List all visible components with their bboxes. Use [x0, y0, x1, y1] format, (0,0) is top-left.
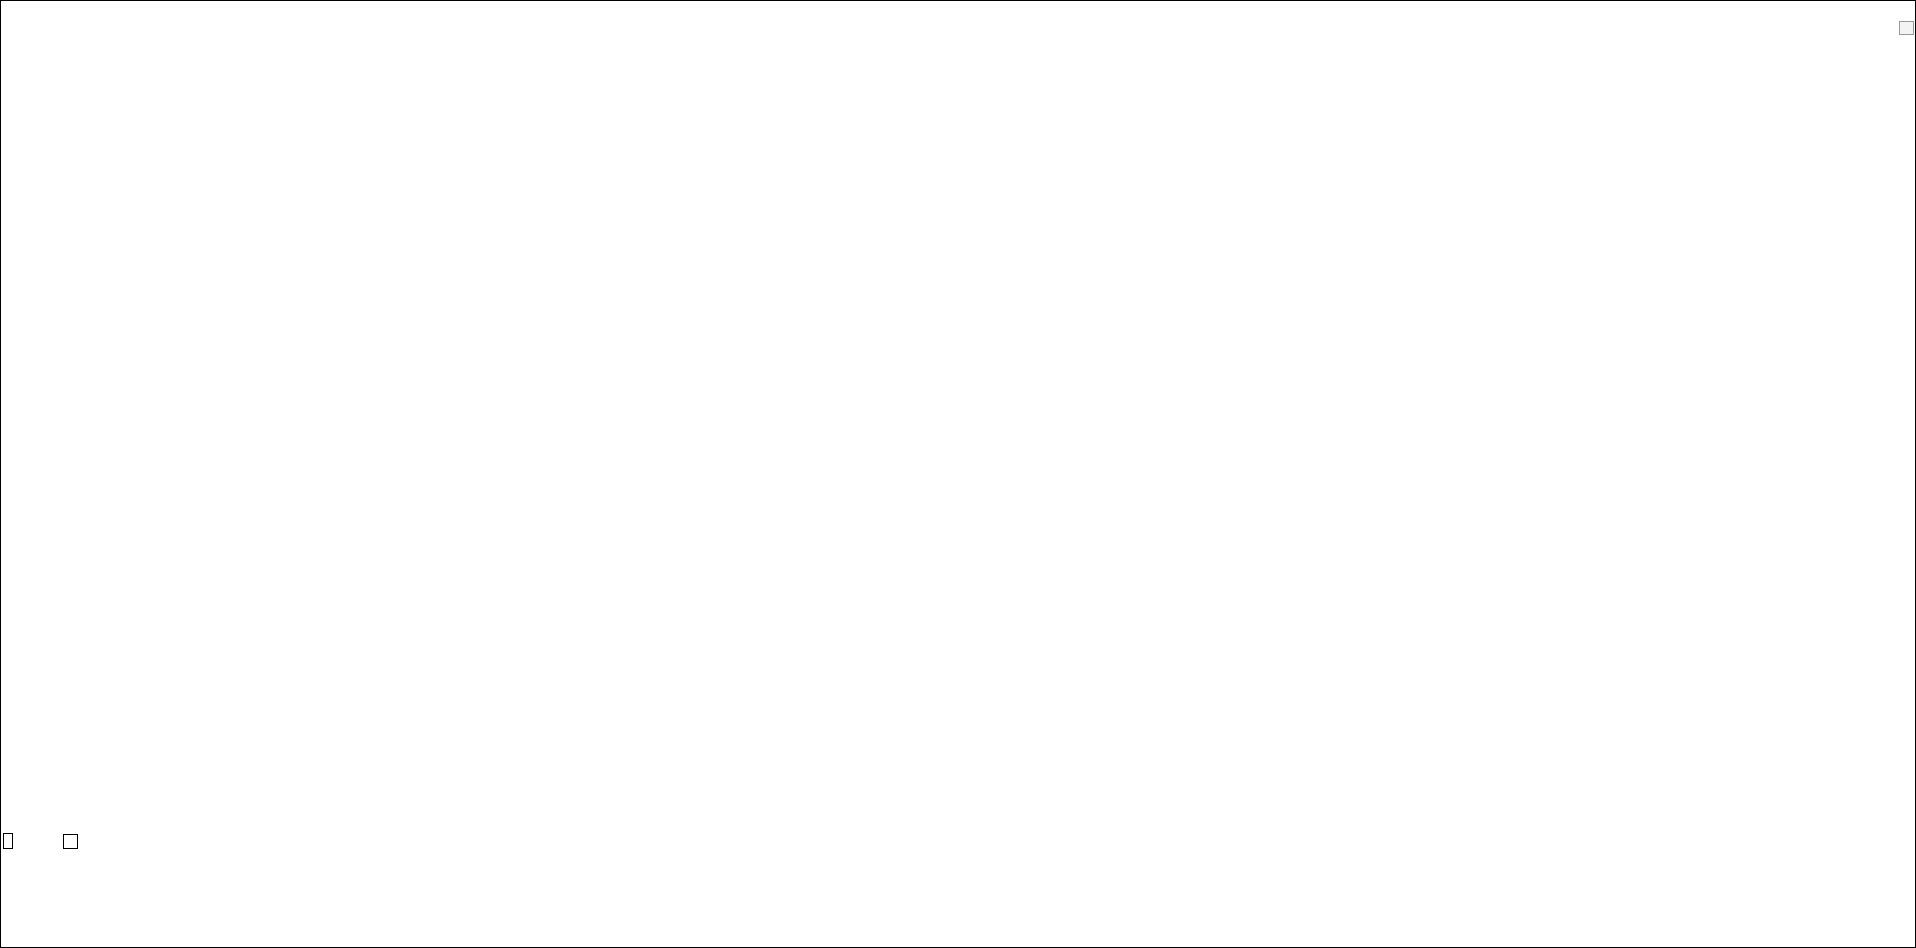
minimize-button[interactable]	[1899, 21, 1914, 35]
add-indicator-button[interactable]	[63, 834, 78, 849]
indicator-label-box[interactable]	[3, 833, 13, 849]
